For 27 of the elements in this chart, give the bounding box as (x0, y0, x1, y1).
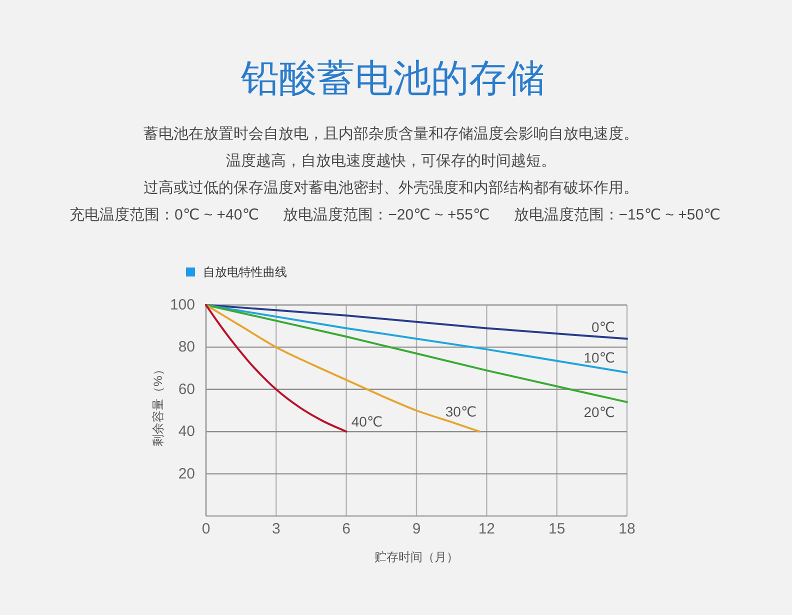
ylabel: 剩余容量（%） (151, 364, 165, 446)
xtick: 0 (202, 520, 210, 538)
series-label: 20℃ (584, 404, 615, 420)
annotation: 放电温度范围：−15℃ ~ +50℃ (514, 206, 720, 224)
series-label: 40℃ (351, 414, 383, 430)
xtick: 12 (478, 520, 495, 538)
ytick: 60 (178, 380, 195, 398)
ytick: 40 (178, 423, 195, 440)
annotation: 充电温度范围：0℃ ~ +40℃ (70, 206, 260, 224)
subtitle: 蓄电池在放置时会自放电，且内部杂质含量和存储温度会影响自放电速度。 (144, 126, 638, 142)
title: 铅酸蓄电池的存储 (241, 58, 545, 100)
xtick: 15 (548, 520, 566, 538)
series-label: 30℃ (445, 404, 477, 420)
series-label: 10℃ (584, 350, 615, 366)
series-label: 0℃ (591, 318, 615, 335)
ytick: 80 (178, 338, 195, 356)
xtick: 9 (412, 520, 421, 538)
xtick: 18 (618, 520, 636, 538)
legend-title: 自放电特性曲线 (203, 265, 287, 279)
annotation: 温度越高，自放电速度越快，可保存的时间越短。 (226, 152, 556, 170)
xtick: 6 (342, 520, 350, 538)
xlabel: 贮存时间（月） (374, 550, 458, 564)
xtick: 3 (272, 520, 280, 538)
annotation: 过高或过低的保存温度对蓄电池密封、外壳强度和内部结构都有破坏作用。 (144, 180, 638, 196)
annotation: 放电温度范围：−20℃ ~ +55℃ (283, 206, 490, 224)
ytick: 20 (178, 465, 195, 482)
ytick: 100 (170, 296, 195, 314)
